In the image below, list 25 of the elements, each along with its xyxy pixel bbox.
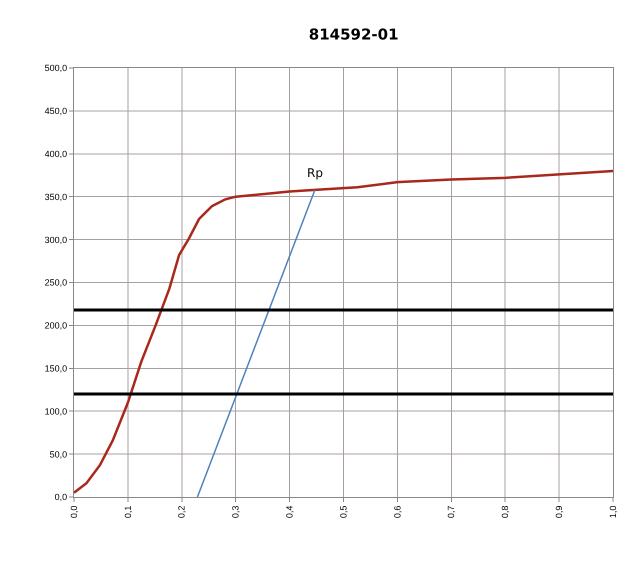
x-tick-label: 0,1 xyxy=(122,506,133,518)
y-tick-label: 50,0 xyxy=(50,449,68,460)
x-tick-label: 0,2 xyxy=(176,506,187,518)
y-tick-label: 500,0 xyxy=(44,63,68,74)
x-tick-label: 0,0 xyxy=(68,506,79,518)
y-tick-label: 0,0 xyxy=(54,492,68,502)
x-tick-label: 0,3 xyxy=(230,506,241,518)
y-tick-label: 450,0 xyxy=(44,106,68,116)
line-series xyxy=(74,170,613,494)
y-tick-label: 350,0 xyxy=(44,192,68,202)
chart-title: 814592-01 xyxy=(308,25,399,44)
y-tick-label: 300,0 xyxy=(44,234,68,245)
x-tick-label: 0,9 xyxy=(554,506,564,518)
y-tick-label: 150,0 xyxy=(44,363,68,374)
x-tick-label: 0,8 xyxy=(500,506,510,518)
annotation: Rp xyxy=(307,166,323,180)
x-tick-label: 0,4 xyxy=(284,506,295,518)
y-tick-label: 100,0 xyxy=(44,406,68,416)
x-tick-label: 0,5 xyxy=(338,506,348,518)
y-tick-label: 250,0 xyxy=(44,278,68,288)
y-tick-label: 200,0 xyxy=(44,320,68,331)
x-tick-label: 1,0 xyxy=(608,506,618,518)
y-tick-label: 400,0 xyxy=(44,148,68,159)
x-tick-label: 0,7 xyxy=(446,506,456,518)
x-tick-label: 0,6 xyxy=(392,506,402,518)
